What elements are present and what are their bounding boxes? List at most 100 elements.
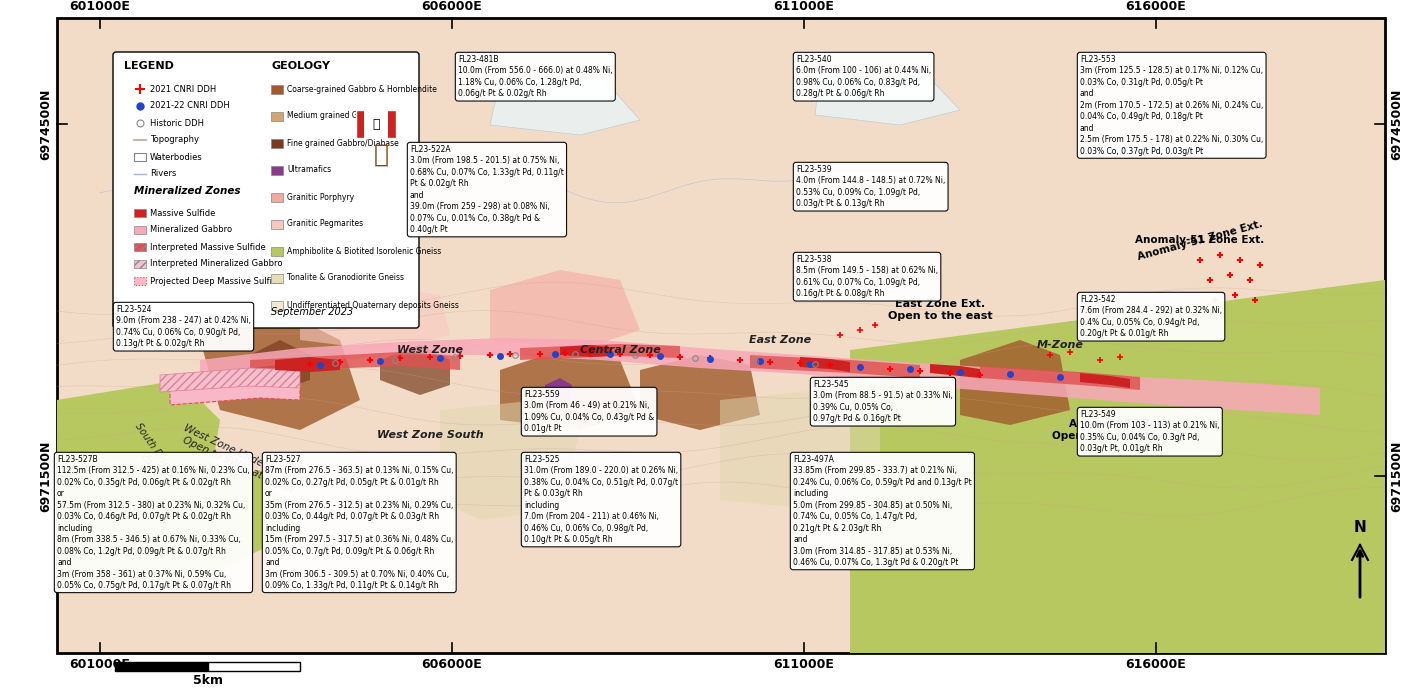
Text: Interpreted Mineralized Gabbro: Interpreted Mineralized Gabbro	[150, 260, 283, 269]
Polygon shape	[160, 368, 300, 392]
Bar	[271, 139, 283, 148]
Text: FL23-542
7.6m (From 284.4 - 292) at 0.32% Ni,
0.4% Cu, 0.05% Co, 0.94g/t Pd,
0.2: FL23-542 7.6m (From 284.4 - 292) at 0.32…	[1080, 295, 1222, 338]
Text: FL23-539
4.0m (From 144.8 - 148.5) at 0.72% Ni,
0.53% Cu, 0.09% Co, 1.09g/t Pd,
: FL23-539 4.0m (From 144.8 - 148.5) at 0.…	[796, 165, 945, 208]
Bar	[364, 110, 388, 138]
Text: 611000E: 611000E	[773, 0, 835, 13]
Text: Anomaly-51 Zone Ext.: Anomaly-51 Zone Ext.	[1136, 219, 1264, 262]
Text: 6974500N: 6974500N	[1390, 88, 1403, 159]
Text: Rivers: Rivers	[150, 170, 177, 178]
Bar	[134, 209, 146, 217]
Text: Central Zone: Central Zone	[579, 345, 661, 355]
Bar	[134, 226, 146, 234]
Bar	[134, 260, 146, 268]
Text: FL23-549
10.0m (From 103 - 113) at 0.21% Ni,
0.35% Cu, 0.04% Co, 0.3g/t Pd,
0.03: FL23-549 10.0m (From 103 - 113) at 0.21%…	[1080, 410, 1220, 453]
Polygon shape	[200, 310, 360, 430]
Polygon shape	[850, 280, 1386, 653]
Text: Topography: Topography	[150, 136, 198, 145]
Bar	[134, 277, 146, 285]
Bar	[271, 85, 283, 94]
Polygon shape	[545, 378, 572, 405]
Polygon shape	[751, 355, 920, 378]
Polygon shape	[499, 350, 639, 430]
Text: FL23-524
9.0m (From 238 - 247) at 0.42% Ni,
0.74% Cu, 0.06% Co, 0.90g/t Pd,
0.13: FL23-524 9.0m (From 238 - 247) at 0.42% …	[116, 305, 251, 349]
Text: FL23-527B
112.5m (From 312.5 - 425) at 0.16% Ni, 0.23% Cu,
0.02% Co, 0.35g/t Pd,: FL23-527B 112.5m (From 312.5 - 425) at 0…	[57, 455, 250, 590]
Text: 2021 CNRI DDH: 2021 CNRI DDH	[150, 84, 217, 93]
Polygon shape	[275, 357, 340, 372]
Text: FL23-559
3.0m (From 46 - 49) at 0.21% Ni,
1.09% Cu, 0.04% Co, 0.43g/t Pd &
0.01g: FL23-559 3.0m (From 46 - 49) at 0.21% Ni…	[524, 390, 654, 434]
Text: 6974500N: 6974500N	[39, 88, 51, 159]
Polygon shape	[980, 366, 1140, 390]
Text: 5km: 5km	[193, 674, 223, 687]
Text: 6971500N: 6971500N	[1390, 441, 1403, 512]
Bar	[271, 112, 283, 121]
Text: Projected Deep Massive Sulfide: Projected Deep Massive Sulfide	[150, 276, 283, 285]
Text: 601000E: 601000E	[70, 0, 130, 13]
Polygon shape	[120, 190, 230, 245]
Text: 611000E: 611000E	[773, 658, 835, 671]
Text: West Zone Underground
Open to SW & at depth: West Zone Underground Open to SW & at de…	[177, 423, 303, 497]
Text: FL23-545
3.0m (From 88.5 - 91.5) at 0.33% Ni,
0.39% Cu, 0.05% Co,
0.97g/t Pd & 0: FL23-545 3.0m (From 88.5 - 91.5) at 0.33…	[813, 380, 953, 423]
Bar	[134, 243, 146, 251]
Text: East Zone Ext.
Open to the east: East Zone Ext. Open to the east	[888, 299, 992, 321]
Text: Massive Sulfide: Massive Sulfide	[150, 209, 215, 217]
Text: M-Zone: M-Zone	[1036, 340, 1083, 350]
Text: 616000E: 616000E	[1126, 0, 1186, 13]
Text: 6971500N: 6971500N	[39, 441, 51, 512]
Text: Medium grained Gabbro: Medium grained Gabbro	[287, 111, 380, 120]
Bar	[271, 220, 283, 229]
Text: 🗿: 🗿	[374, 143, 388, 167]
Text: Granitic Pegmarites: Granitic Pegmarites	[287, 219, 362, 228]
Polygon shape	[489, 270, 639, 350]
Text: 616000E: 616000E	[1126, 658, 1186, 671]
Text: West Zone South: West Zone South	[377, 430, 484, 440]
Text: LEGEND: LEGEND	[124, 61, 174, 71]
Polygon shape	[250, 352, 459, 372]
Text: Mineralized Gabbro: Mineralized Gabbro	[150, 226, 233, 235]
Bar	[271, 301, 283, 310]
Text: N: N	[1354, 520, 1367, 535]
Text: FL23-540
6.0m (From 100 - 106) at 0.44% Ni,
0.98% Cu, 0.06% Co, 0.83g/t Pd,
0.28: FL23-540 6.0m (From 100 - 106) at 0.44% …	[796, 55, 932, 98]
Polygon shape	[250, 340, 310, 390]
Polygon shape	[801, 357, 850, 372]
Text: Tonalite & Granodiorite Gneiss: Tonalite & Granodiorite Gneiss	[287, 274, 404, 283]
Text: FL23-527
87m (From 276.5 - 363.5) at 0.13% Ni, 0.15% Cu,
0.02% Co, 0.27g/t Pd, 0: FL23-527 87m (From 276.5 - 363.5) at 0.1…	[265, 455, 454, 590]
Text: FL23-525
31.0m (From 189.0 - 220.0) at 0.26% Ni,
0.38% Cu, 0.04% Co, 0.51g/t Pd,: FL23-525 31.0m (From 189.0 - 220.0) at 0…	[524, 455, 678, 544]
Bar	[207, 662, 300, 671]
Text: West Zone: West Zone	[397, 345, 462, 355]
Polygon shape	[930, 364, 980, 378]
Polygon shape	[721, 390, 880, 510]
Text: FL23-538
8.5m (From 149.5 - 158) at 0.62% Ni,
0.61% Cu, 0.07% Co, 1.09g/t Pd,
0.: FL23-538 8.5m (From 149.5 - 158) at 0.62…	[796, 255, 938, 299]
Polygon shape	[170, 382, 300, 405]
FancyBboxPatch shape	[113, 52, 420, 328]
Polygon shape	[380, 345, 450, 395]
Text: Mineralized Zones: Mineralized Zones	[134, 186, 241, 196]
Text: Coarse-grained Gabbro & Hornblendite: Coarse-grained Gabbro & Hornblendite	[287, 84, 437, 93]
Polygon shape	[519, 344, 681, 360]
Bar	[271, 274, 283, 283]
Polygon shape	[489, 75, 639, 135]
Polygon shape	[960, 340, 1070, 425]
Text: FL23-497A
33.85m (From 299.85 - 333.7) at 0.21% Ni,
0.24% Cu, 0.06% Co, 0.59g/t : FL23-497A 33.85m (From 299.85 - 333.7) a…	[793, 455, 972, 567]
Text: East Zone: East Zone	[749, 335, 811, 345]
Text: West Zone Ext.
Open to the west &
at depth: West Zone Ext. Open to the west & at dep…	[280, 288, 401, 322]
Polygon shape	[200, 338, 1320, 415]
Polygon shape	[210, 90, 360, 160]
Polygon shape	[639, 355, 761, 430]
Bar	[271, 193, 283, 202]
Bar	[134, 153, 146, 161]
Text: 606000E: 606000E	[421, 658, 482, 671]
Text: GEOLOGY: GEOLOGY	[271, 61, 330, 71]
Text: Fine grained Gabbro/Diabase: Fine grained Gabbro/Diabase	[287, 139, 398, 148]
Text: South Discovery
Zone: South Discovery Zone	[123, 421, 187, 499]
Text: Anomaly-51 Zone Ext.: Anomaly-51 Zone Ext.	[1136, 235, 1264, 245]
Text: Waterbodies: Waterbodies	[150, 152, 203, 161]
Text: 2021-22 CNRI DDH: 2021-22 CNRI DDH	[150, 102, 230, 111]
Polygon shape	[815, 68, 960, 125]
Polygon shape	[57, 380, 220, 540]
Bar	[271, 247, 283, 256]
Bar	[355, 110, 397, 138]
Text: September 2023: September 2023	[271, 307, 354, 317]
Polygon shape	[559, 345, 609, 357]
Polygon shape	[1080, 373, 1130, 388]
Text: Undifferentiated Quaternary deposits Gneiss: Undifferentiated Quaternary deposits Gne…	[287, 301, 459, 310]
